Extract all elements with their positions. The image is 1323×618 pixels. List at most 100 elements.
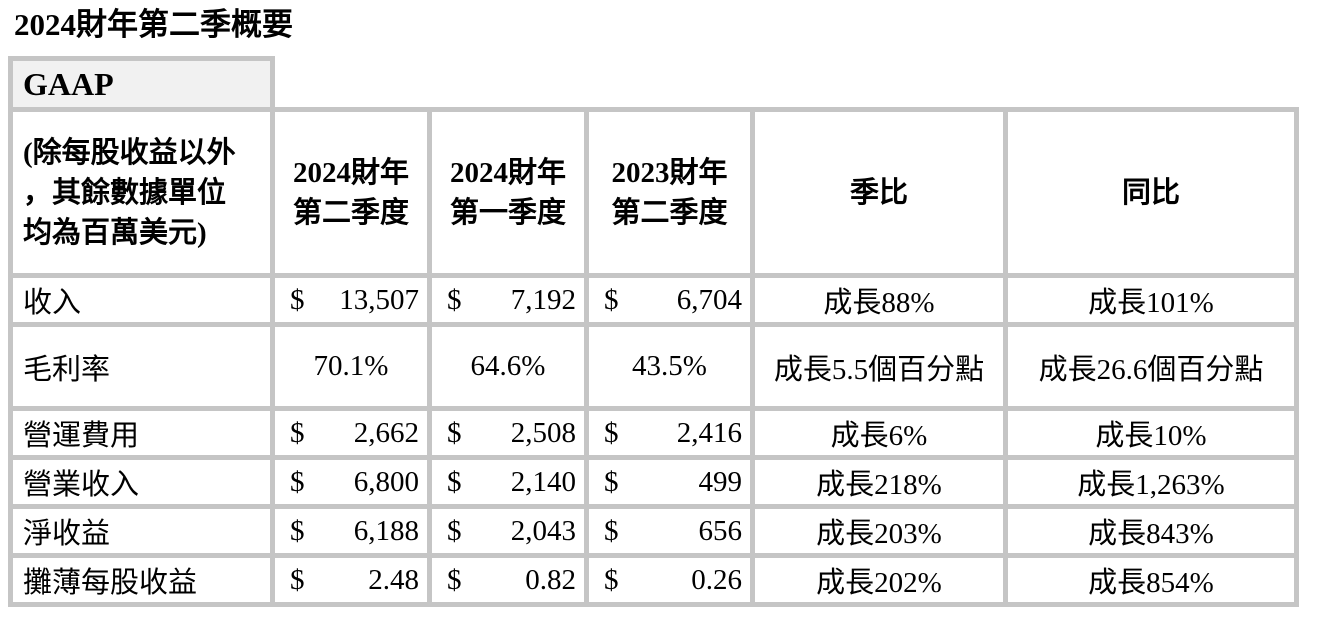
value-fy24q1: 64.6%: [427, 322, 589, 411]
row-label: 攤薄每股收益: [8, 553, 275, 607]
amount: 0.82: [525, 563, 576, 596]
yoy-change: 成長1,263%: [1003, 455, 1299, 509]
column-header-yoy: 同比: [1003, 107, 1299, 278]
amount: 2,043: [510, 514, 576, 547]
value-fy23q2: $6,704: [584, 273, 755, 327]
table-row: 淨收益 $6,188 $2,043 $656 成長203% 成長843%: [8, 504, 1299, 558]
value-fy24q2: 70.1%: [270, 322, 432, 411]
dollar-sign: $: [447, 283, 462, 316]
yoy-change: 成長101%: [1003, 273, 1299, 327]
value-fy24q2: $13,507: [270, 273, 432, 327]
currency-value: $2,140: [432, 466, 584, 499]
column-header-fy2023-q2: 2023財年 第二季度: [584, 107, 755, 278]
table-header-row: (除每股收益以外 ，其餘數據單位 均為百萬美元) 2024財年 第二季度 202…: [8, 107, 1299, 278]
qoq-change: 成長6%: [750, 406, 1008, 460]
qoq-change: 成長203%: [750, 504, 1008, 558]
dollar-sign: $: [290, 465, 305, 498]
yoy-change: 成長10%: [1003, 406, 1299, 460]
qoq-change: 成長202%: [750, 553, 1008, 607]
column-header-fy2024-q1: 2024財年 第一季度: [427, 107, 589, 278]
amount: 0.26: [691, 563, 742, 596]
dollar-sign: $: [604, 514, 619, 547]
amount: 2,140: [510, 465, 576, 498]
amount: 2,416: [676, 416, 742, 449]
row-label: 淨收益: [8, 504, 275, 558]
value-fy23q2: $0.26: [584, 553, 755, 607]
value-fy24q2: $6,800: [270, 455, 432, 509]
currency-value: $13,507: [275, 284, 427, 317]
dollar-sign: $: [290, 283, 305, 316]
table-body: 收入 $13,507 $7,192 $6,704 成長88% 成長101% 毛利率 70.1%…: [8, 273, 1299, 607]
table-row: 營業收入 $6,800 $2,140 $499 成長218% 成長1,263%: [8, 455, 1299, 509]
value-fy23q2: $656: [584, 504, 755, 558]
currency-value: $656: [589, 515, 750, 548]
table-row: 毛利率 70.1% 64.6% 43.5% 成長5.5個百分點 成長26.6個百分點: [8, 322, 1299, 411]
dollar-sign: $: [447, 416, 462, 449]
amount: 6,800: [353, 465, 419, 498]
amount: 6,704: [676, 283, 742, 316]
value-fy23q2: $2,416: [584, 406, 755, 460]
table-row: 攤薄每股收益 $2.48 $0.82 $0.26 成長202% 成長854%: [8, 553, 1299, 607]
qoq-change: 成長218%: [750, 455, 1008, 509]
value-fy24q1: $7,192: [427, 273, 589, 327]
currency-value: $6,704: [589, 284, 750, 317]
qoq-change: 成長88%: [750, 273, 1008, 327]
currency-value: $6,188: [275, 515, 427, 548]
currency-value: $2,508: [432, 417, 584, 450]
page-title: 2024財年第二季概要: [14, 7, 293, 42]
yoy-change: 成長26.6個百分點: [1003, 322, 1299, 411]
amount: 2,508: [510, 416, 576, 449]
gaap-row: GAAP: [8, 56, 1297, 112]
column-header-fy2024-q2: 2024財年 第二季度: [270, 107, 432, 278]
value-fy24q1: $2,140: [427, 455, 589, 509]
value-fy23q2: 43.5%: [584, 322, 755, 411]
value-fy24q2: $2,662: [270, 406, 432, 460]
column-header-qoq: 季比: [750, 107, 1008, 278]
row-label: 營運費用: [8, 406, 275, 460]
currency-value: $499: [589, 466, 750, 499]
table-row: 收入 $13,507 $7,192 $6,704 成長88% 成長101%: [8, 273, 1299, 327]
dollar-sign: $: [604, 416, 619, 449]
amount: 499: [698, 465, 743, 498]
dollar-sign: $: [447, 563, 462, 596]
amount: 13,507: [339, 283, 419, 316]
quarterly-summary-table: GAAP (除每股收益以外 ，其餘數據單位 均為百萬美元) 2024財年 第二季…: [8, 56, 1299, 607]
value-fy23q2: $499: [584, 455, 755, 509]
gaap-section-header: GAAP: [8, 56, 275, 112]
dollar-sign: $: [290, 514, 305, 547]
currency-value: $6,800: [275, 466, 427, 499]
currency-value: $0.26: [589, 564, 750, 597]
row-label: 營業收入: [8, 455, 275, 509]
value-fy24q1: $2,508: [427, 406, 589, 460]
dollar-sign: $: [290, 416, 305, 449]
dollar-sign: $: [604, 283, 619, 316]
value-fy24q1: $2,043: [427, 504, 589, 558]
amount: 7,192: [510, 283, 576, 316]
dollar-sign: $: [447, 465, 462, 498]
currency-value: $2.48: [275, 564, 427, 597]
value-fy24q1: $0.82: [427, 553, 589, 607]
row-label: 收入: [8, 273, 275, 327]
value-fy24q2: $6,188: [270, 504, 432, 558]
dollar-sign: $: [290, 563, 305, 596]
currency-value: $7,192: [432, 284, 584, 317]
currency-value: $2,416: [589, 417, 750, 450]
amount: 656: [698, 514, 743, 547]
gaap-row-spacer: [272, 58, 1297, 110]
value-fy24q2: $2.48: [270, 553, 432, 607]
currency-value: $2,662: [275, 417, 427, 450]
yoy-change: 成長854%: [1003, 553, 1299, 607]
dollar-sign: $: [447, 514, 462, 547]
amount: 2.48: [368, 563, 419, 596]
column-header-note: (除每股收益以外 ，其餘數據單位 均為百萬美元): [8, 107, 275, 278]
row-label: 毛利率: [8, 322, 275, 411]
yoy-change: 成長843%: [1003, 504, 1299, 558]
table-row: 營運費用 $2,662 $2,508 $2,416 成長6% 成長10%: [8, 406, 1299, 460]
currency-value: $0.82: [432, 564, 584, 597]
dollar-sign: $: [604, 465, 619, 498]
dollar-sign: $: [604, 563, 619, 596]
amount: 2,662: [353, 416, 419, 449]
qoq-change: 成長5.5個百分點: [750, 322, 1008, 411]
amount: 6,188: [353, 514, 419, 547]
currency-value: $2,043: [432, 515, 584, 548]
